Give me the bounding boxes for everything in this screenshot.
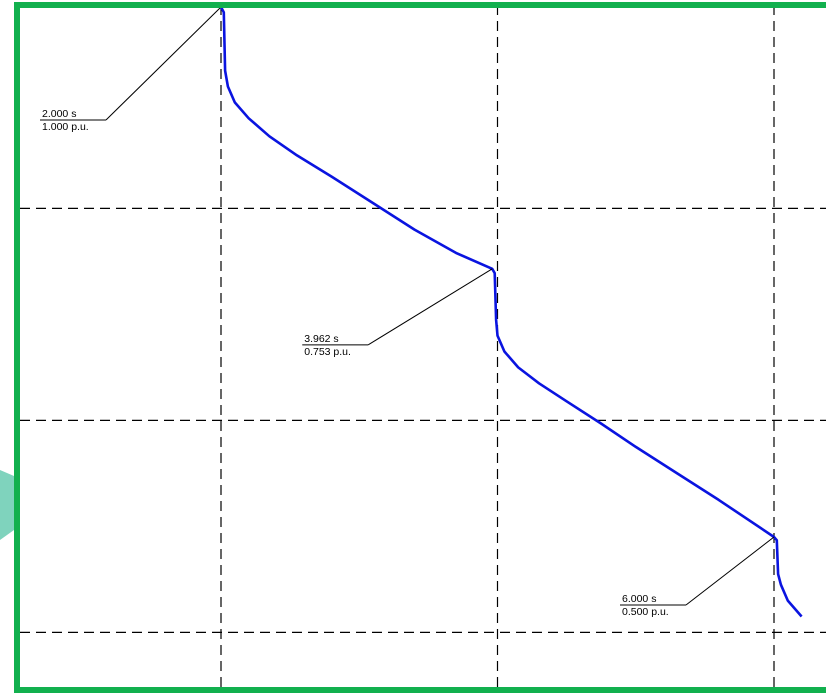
series-line-1 <box>219 6 803 618</box>
annotation-time-label: 2.000 s <box>42 108 76 120</box>
annotation-time-label: 6.000 s <box>622 593 656 605</box>
annotation-leader <box>685 536 775 606</box>
grid <box>20 5 826 690</box>
annotation-leader <box>367 268 493 346</box>
plot-frame <box>14 2 826 693</box>
annotation-2: 3.962 s0.753 p.u. <box>302 268 493 358</box>
annotation-3: 6.000 s0.500 p.u. <box>620 536 775 618</box>
annotation-time-label: 3.962 s <box>304 333 338 345</box>
annotations: 2.000 s1.000 p.u. 3.962 s0.753 p.u. 6.000 … <box>40 6 775 618</box>
annotation-value-label: 1.000 p.u. <box>42 121 89 133</box>
series-layer <box>219 6 803 618</box>
annotation-1: 2.000 s1.000 p.u. <box>40 6 222 133</box>
edge-arrow-shape <box>0 470 14 540</box>
annotation-value-label: 0.753 p.u. <box>304 346 351 358</box>
annotation-value-label: 0.500 p.u. <box>622 606 669 618</box>
annotation-leader <box>105 6 222 121</box>
